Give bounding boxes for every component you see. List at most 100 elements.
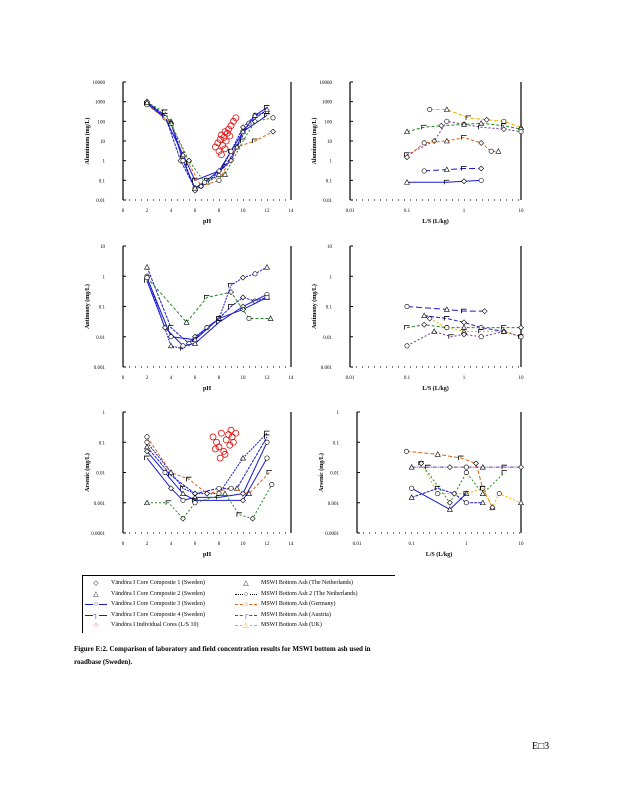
data-point: [252, 118, 258, 125]
data-point: [465, 115, 472, 120]
series-germany: [404, 135, 502, 161]
y-tick-label: 0.01: [323, 336, 332, 341]
series-line: [420, 463, 522, 509]
data-point: [168, 485, 174, 492]
legend-item: ○ MSWI Bottom Ash (Germany): [235, 600, 336, 608]
data-point: [192, 177, 198, 183]
series-composite-field-b: [408, 485, 486, 506]
series-core-composite-3: [144, 439, 270, 503]
data-point: [180, 485, 186, 491]
data-point: [191, 336, 199, 342]
legend-item: ○ Vändöra I Core Composite 3 (Sweden): [85, 600, 205, 608]
data-point: [192, 500, 198, 506]
series-core-composite-4: [144, 98, 270, 183]
data-point: [264, 430, 270, 436]
data-point: [263, 264, 271, 270]
y-tick-label: 10: [327, 140, 333, 145]
x-axis-label: pH: [203, 219, 211, 225]
series-core-composite-1: [144, 264, 271, 351]
data-point: [421, 140, 427, 146]
data-point: [215, 443, 223, 451]
legend: ◇ Vändöra I Core Composite 1 (Sweden) △ Vän…: [82, 575, 395, 633]
data-point: [479, 464, 486, 470]
data-point: [434, 485, 441, 491]
data-point: [434, 451, 441, 457]
y-tick-label: 0.1: [326, 179, 333, 184]
legend-symbol-icon: ○: [93, 621, 99, 629]
data-point: [209, 433, 217, 441]
data-point: [479, 485, 486, 491]
data-point: [220, 447, 228, 455]
x-tick-label: 10: [519, 542, 525, 547]
y-axis-label: Arsenic (mg/L): [84, 453, 91, 492]
y-tick-label: 0.001: [328, 502, 340, 507]
legend-label: MSWI Bottom Ash 2 (The Netherlands): [261, 590, 358, 597]
data-point: [204, 490, 210, 497]
data-point: [443, 106, 450, 112]
data-point: [489, 504, 496, 511]
data-point: [216, 168, 222, 174]
data-point: [229, 117, 237, 125]
data-point: [421, 321, 428, 328]
y-tick-label: 1000: [95, 101, 106, 106]
data-point: [211, 445, 219, 453]
data-point: [239, 128, 247, 134]
series-composite-3-field: [421, 165, 485, 174]
data-point: [168, 334, 174, 340]
data-point: [186, 157, 192, 164]
series-core-composite-3: [144, 101, 270, 191]
y-tick-label: 10000: [93, 81, 106, 86]
legend-item: ┐ Vändöra I Core Composite 4 (Sweden): [85, 610, 205, 619]
data-point: [233, 143, 241, 150]
x-axis-label: L/S (L/kg): [422, 385, 449, 392]
data-point: [461, 166, 467, 171]
y-tick-label: 0.1: [99, 441, 106, 446]
data-point: [167, 469, 175, 475]
data-point: [245, 490, 253, 496]
x-tick-label: 6: [194, 542, 197, 547]
legend-symbol-icon: △: [235, 621, 257, 629]
data-point: [446, 464, 453, 471]
data-point: [443, 166, 450, 172]
y-tick-label: 0.0001: [91, 532, 105, 537]
y-tick-label: 0.01: [330, 472, 339, 477]
series-core-composite-3: [144, 278, 270, 349]
data-point: [264, 294, 270, 300]
data-point: [216, 316, 222, 321]
data-point: [192, 497, 198, 503]
data-point: [216, 177, 222, 183]
data-point: [496, 491, 502, 497]
data-point: [216, 454, 224, 462]
data-point: [501, 464, 508, 470]
series-individual-cores: [209, 426, 240, 462]
data-point: [444, 118, 450, 124]
y-tick-label: 0.1: [99, 179, 106, 184]
x-tick-label: 0: [122, 209, 125, 214]
data-point: [461, 319, 467, 326]
x-tick-label: 0: [122, 376, 125, 381]
data-point: [144, 275, 150, 281]
series-netherlands-2: [143, 482, 275, 522]
legend-item: ┌ MSWI Bottom Ash (Austria): [235, 610, 331, 619]
x-tick-label: 0.1: [409, 542, 416, 547]
series-austria: [404, 118, 524, 157]
data-point: [404, 325, 410, 330]
legend-symbol-icon: ┐: [85, 610, 107, 619]
data-point: [478, 139, 485, 146]
data-point: [264, 439, 270, 445]
data-point: [438, 122, 445, 129]
data-point: [501, 470, 508, 475]
y-axis-label: Antimony (mg/L): [311, 284, 318, 329]
caption-line-1: Figure E:2. Comparison of laboratory and…: [74, 645, 371, 653]
series-line: [146, 277, 271, 324]
data-point: [461, 331, 467, 338]
data-point: [249, 515, 256, 522]
series-composite-field-a: [404, 303, 488, 315]
data-point: [495, 148, 502, 154]
chart-sb-ph: 0.001 0.01 0.1 1 10 0 2 4 6 8 10 12 14 pH Antimony (mg…: [84, 245, 294, 392]
chart-as-ls: 0.0001 0.001 0.01 0.1 1 0.01 0.1 1 10 L/S (L/kg) A…: [318, 411, 525, 558]
x-tick-label: 4: [170, 542, 173, 547]
data-point: [404, 303, 410, 309]
series-line: [407, 179, 482, 183]
y-tick-label: 1000: [322, 101, 333, 106]
